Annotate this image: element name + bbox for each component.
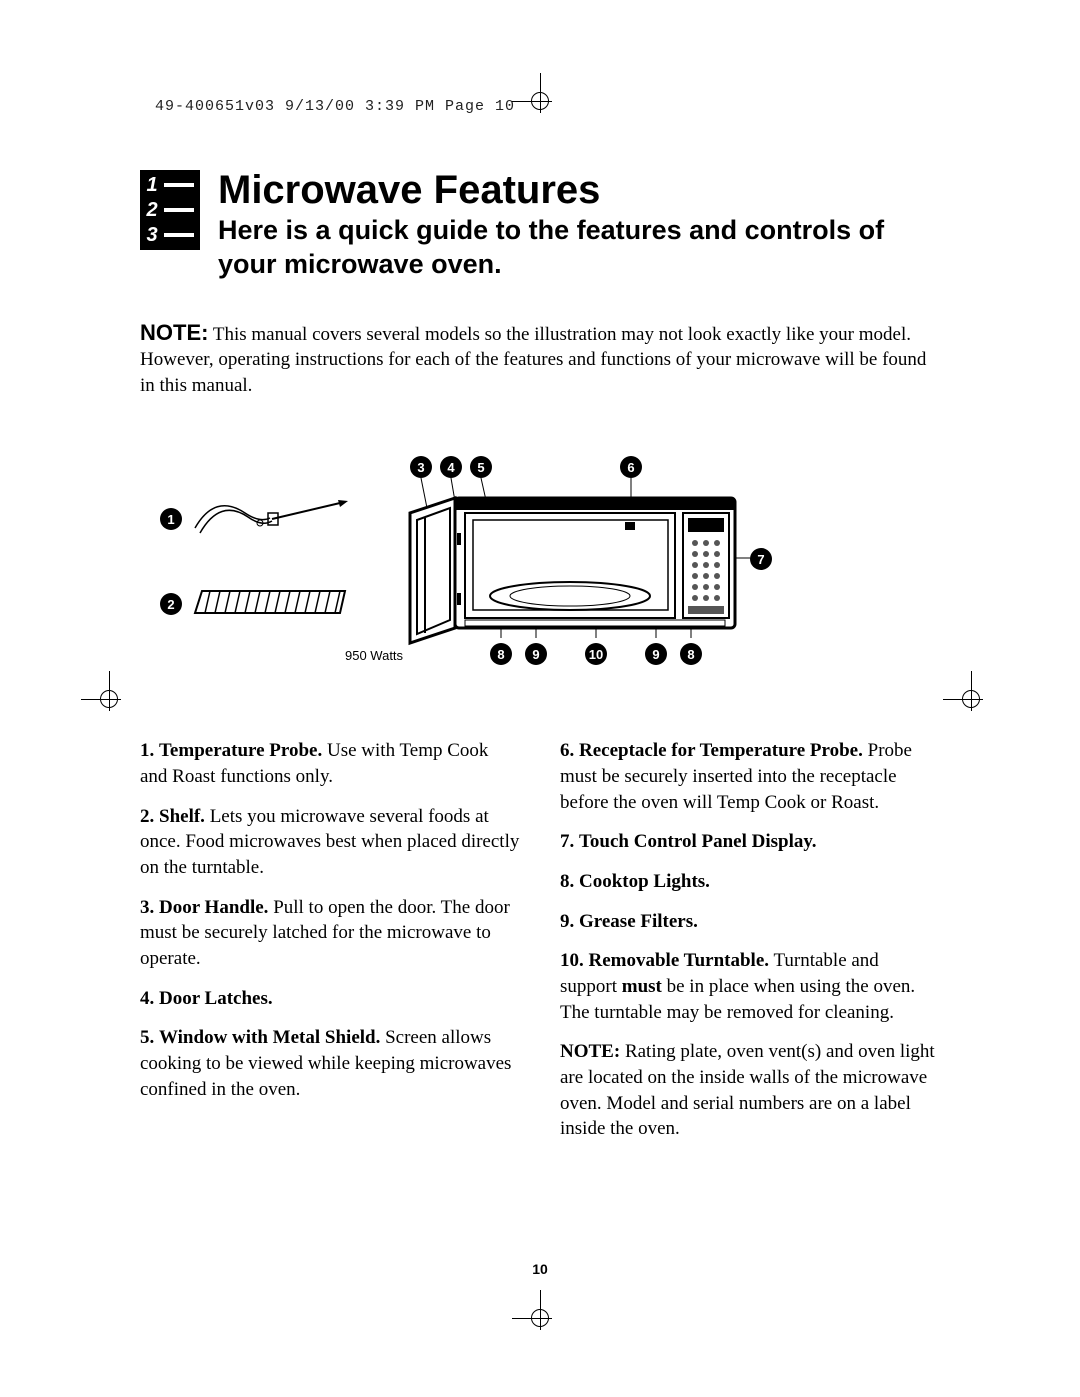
manual-page: 49-400651v03 9/13/00 3:39 PM Page 10 1 2…: [0, 0, 1080, 1397]
feature-item: 7. Touch Control Panel Display.: [560, 829, 940, 855]
note-paragraph: NOTE: This manual covers several models …: [140, 318, 940, 399]
title-text: Microwave Features Here is a quick guide…: [218, 170, 940, 282]
diagram-zone: 1 2 950 Watts 3 4 5: [140, 448, 940, 708]
callout-2: 2: [160, 593, 182, 615]
page-subtitle: Here is a quick guide to the features an…: [218, 214, 940, 282]
callout-5: 5: [470, 456, 492, 478]
callout-4: 4: [440, 456, 462, 478]
callout-1: 1: [160, 508, 182, 530]
note-label: NOTE:: [140, 320, 208, 345]
callout-3: 3: [410, 456, 432, 478]
feature-item: 3. Door Handle. Pull to open the door. T…: [140, 895, 520, 972]
page-number: 10: [532, 1261, 548, 1277]
crop-mark-top-icon: [531, 92, 549, 110]
icon-num-1: 1: [140, 174, 164, 197]
feature-col-left: 1. Temperature Probe. Use with Temp Cook…: [140, 738, 520, 1141]
feature-item: 6. Receptacle for Temperature Probe. Pro…: [560, 738, 940, 815]
numbered-list-icon: 1 2 3: [140, 170, 200, 250]
feature-item: 9. Grease Filters.: [560, 909, 940, 935]
feature-item: 5. Window with Metal Shield. Screen allo…: [140, 1025, 520, 1102]
feature-columns: 1. Temperature Probe. Use with Temp Cook…: [140, 738, 940, 1141]
feature-item: 8. Cooktop Lights.: [560, 869, 940, 895]
feature-item: 1. Temperature Probe. Use with Temp Cook…: [140, 738, 520, 789]
crop-mark-left-icon: [100, 690, 118, 708]
icon-num-3: 3: [140, 224, 164, 247]
icon-num-2: 2: [140, 199, 164, 222]
callout-6: 6: [620, 456, 642, 478]
bottom-note: NOTE: Rating plate, oven vent(s) and ove…: [560, 1039, 940, 1142]
crop-mark-right-icon: [962, 690, 980, 708]
feature-item: 2. Shelf. Lets you microwave several foo…: [140, 804, 520, 881]
print-header-meta: 49-400651v03 9/13/00 3:39 PM Page 10: [155, 98, 515, 115]
shelf-icon: [190, 583, 350, 623]
feature-item: 10. Removable Turntable. Turntable and s…: [560, 948, 940, 1025]
note-text: This manual covers several models so the…: [140, 324, 926, 396]
microwave-illustration-icon: [395, 478, 765, 668]
crop-mark-bottom-icon: [531, 1309, 549, 1327]
title-block: 1 2 3 Microwave Features Here is a quick…: [140, 170, 940, 282]
temperature-probe-icon: [190, 483, 350, 543]
feature-item: 4. Door Latches.: [140, 986, 520, 1012]
page-title: Microwave Features: [218, 170, 940, 210]
feature-col-right: 6. Receptacle for Temperature Probe. Pro…: [560, 738, 940, 1141]
